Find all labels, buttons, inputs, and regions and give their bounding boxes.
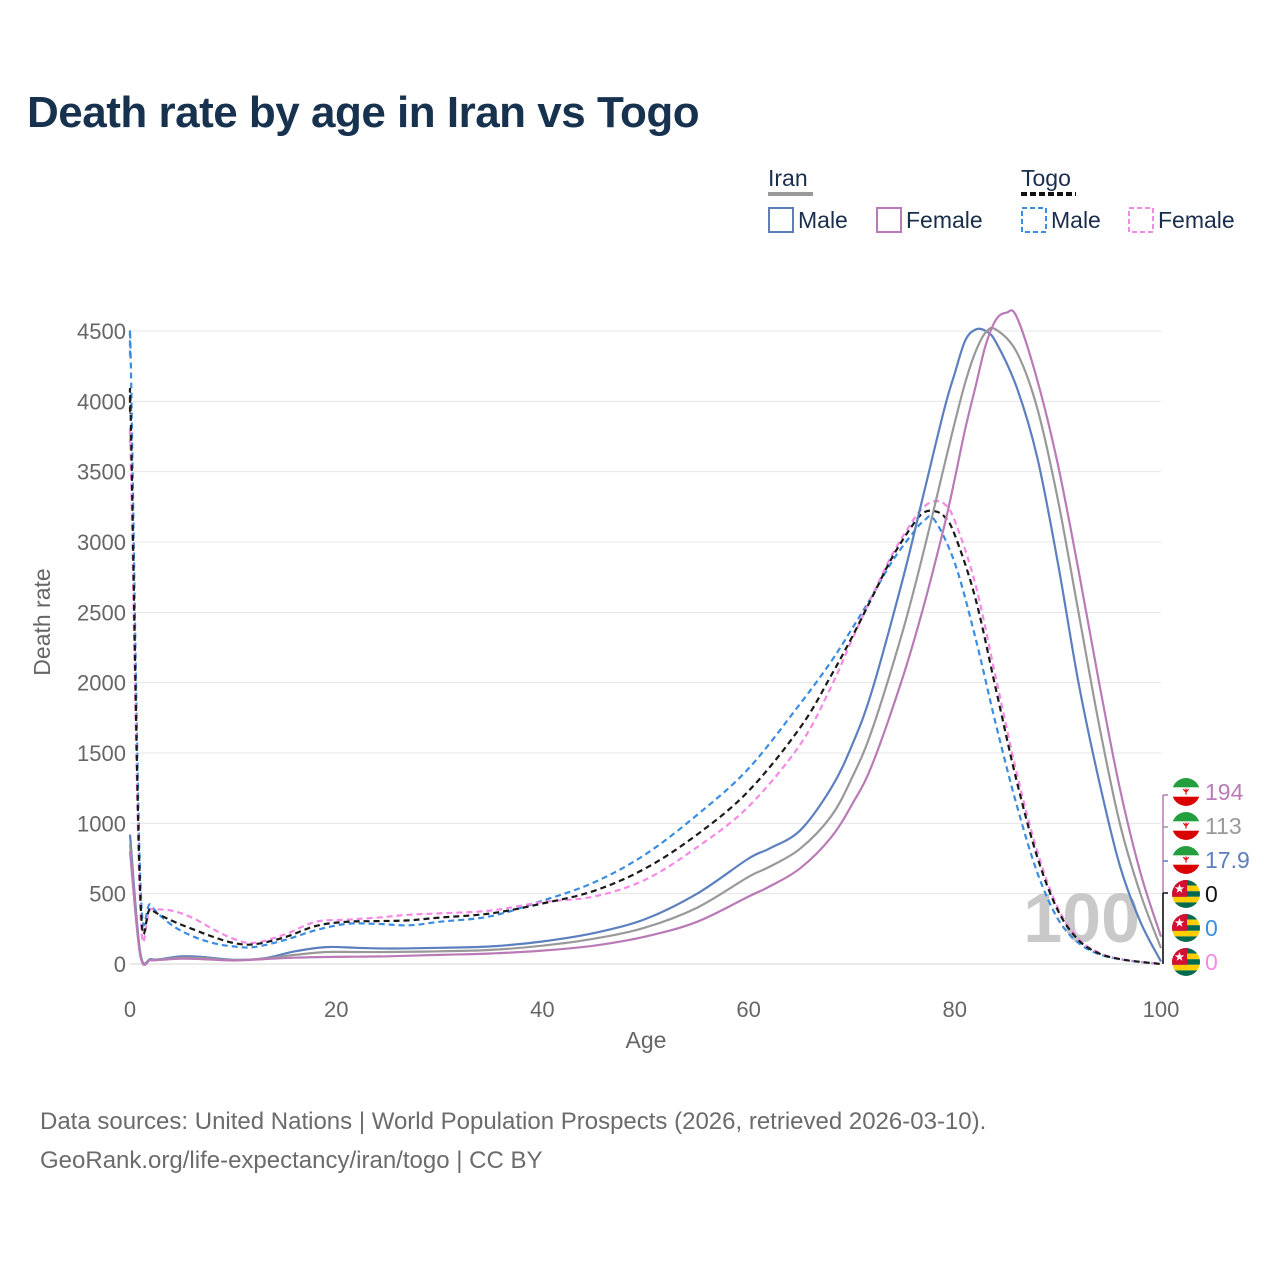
end-label-iran-female: 194 [1205,779,1244,805]
legend-label-iran-male: Male [798,207,848,233]
togo-flag-icon-4 [1172,914,1200,942]
x-tick-labels: 0 20 40 60 80 100 [124,997,1179,1022]
legend-group-togo: Togo [1021,165,1071,191]
togo-both-connector [1162,892,1168,964]
series-lines [128,309,1163,966]
iran-flag-body [1172,778,1200,806]
source-url[interactable]: GeoRank.org/life-expectancy/iran/togo | … [40,1147,543,1174]
y-tick-0: 0 [114,952,126,977]
togo-flag-stripe-3 [1172,930,1200,937]
y-tick-2500: 2500 [77,600,126,625]
iran-flag-green [1172,846,1200,856]
togo-flag-star [1174,952,1185,961]
togo-flag-body [1172,880,1200,908]
x-tick-40: 40 [530,997,554,1022]
y-tick-3500: 3500 [77,460,126,485]
y-tick-4500: 4500 [77,319,126,344]
series-line-togo-female [128,427,1162,966]
series-line-togo-male [128,328,1162,966]
legend: Iran Male Female Togo Male Female [768,165,1235,233]
togo-flag-stripe-4 [1172,902,1200,908]
x-tick-60: 60 [736,997,760,1022]
togo-flag-star [1174,918,1185,927]
legend-label-togo-female: Female [1158,207,1235,233]
end-label-togo-female: 0 [1205,949,1218,975]
series-line-togo-both [128,387,1162,966]
series-line-iran-both [128,326,1163,966]
togo-flag-stripe-4 [1172,970,1200,976]
iran-flag-icon-0 [1172,778,1200,806]
togo-flag-stripe-3 [1172,964,1200,971]
iran-flag-body [1172,846,1200,874]
x-tick-0: 0 [124,997,136,1022]
iran-flag-red [1172,864,1200,874]
legend-swatch-iran-female [876,207,902,233]
iran-flag-green [1172,778,1200,788]
age-annotation: 100 [1023,879,1140,957]
y-tick-3000: 3000 [77,530,126,555]
iran-flag-green [1172,812,1200,822]
iran-flag-body [1172,812,1200,840]
y-tick-4000: 4000 [77,389,126,414]
legend-swatch-iran-male [768,207,794,233]
togo-flag-stripe-4 [1172,936,1200,942]
series-line-iran-male [128,327,1162,965]
y-tick-500: 500 [89,882,126,907]
data-source: Data sources: United Nations | World Pop… [40,1108,987,1135]
iran-flag-red [1172,796,1200,806]
y-tick-2000: 2000 [77,671,126,696]
legend-group-iran: Iran [768,165,808,191]
iran-flag-emblem [1182,822,1190,829]
end-labels: 194 113 17.9 0 0 0 [1162,778,1250,976]
iran-flag-emblem [1182,856,1190,863]
iran-flag-emblem [1182,788,1190,795]
togo-flag-icon-5 [1172,948,1200,976]
togo-flag-stripe-3 [1172,896,1200,903]
x-axis-label: Age [626,1027,667,1053]
togo-flag-icon-3 [1172,880,1200,908]
legend-label-iran-female: Female [906,207,983,233]
iran-flag-icon-1 [1172,812,1200,840]
end-label-iran-male: 17.9 [1205,847,1250,873]
chart-title: Death rate by age in Iran vs Togo [27,88,700,137]
iran-flag-red [1172,830,1200,840]
legend-swatch-togo-female [1128,207,1154,233]
y-tick-1500: 1500 [77,741,126,766]
x-tick-20: 20 [324,997,348,1022]
x-tick-80: 80 [943,997,967,1022]
togo-flag-body [1172,948,1200,976]
gridlines [130,330,1161,965]
togo-flag-body [1172,914,1200,942]
legend-swatch-togo-male [1021,207,1047,233]
togo-flag-star [1174,884,1185,893]
y-tick-1000: 1000 [77,811,126,836]
legend-label-togo-male: Male [1051,207,1101,233]
iran-flag-icon-2 [1172,846,1200,874]
end-label-togo-male: 0 [1205,915,1218,941]
series-line-iran-female [128,309,1163,966]
end-label-iran-both: 113 [1205,813,1242,839]
end-label-togo-both: 0 [1205,881,1218,907]
y-tick-labels: 0 500 1000 1500 2000 2500 3000 3500 4000 4500 [77,319,126,977]
y-axis-label: Death rate [29,568,55,675]
x-tick-100: 100 [1143,997,1180,1022]
